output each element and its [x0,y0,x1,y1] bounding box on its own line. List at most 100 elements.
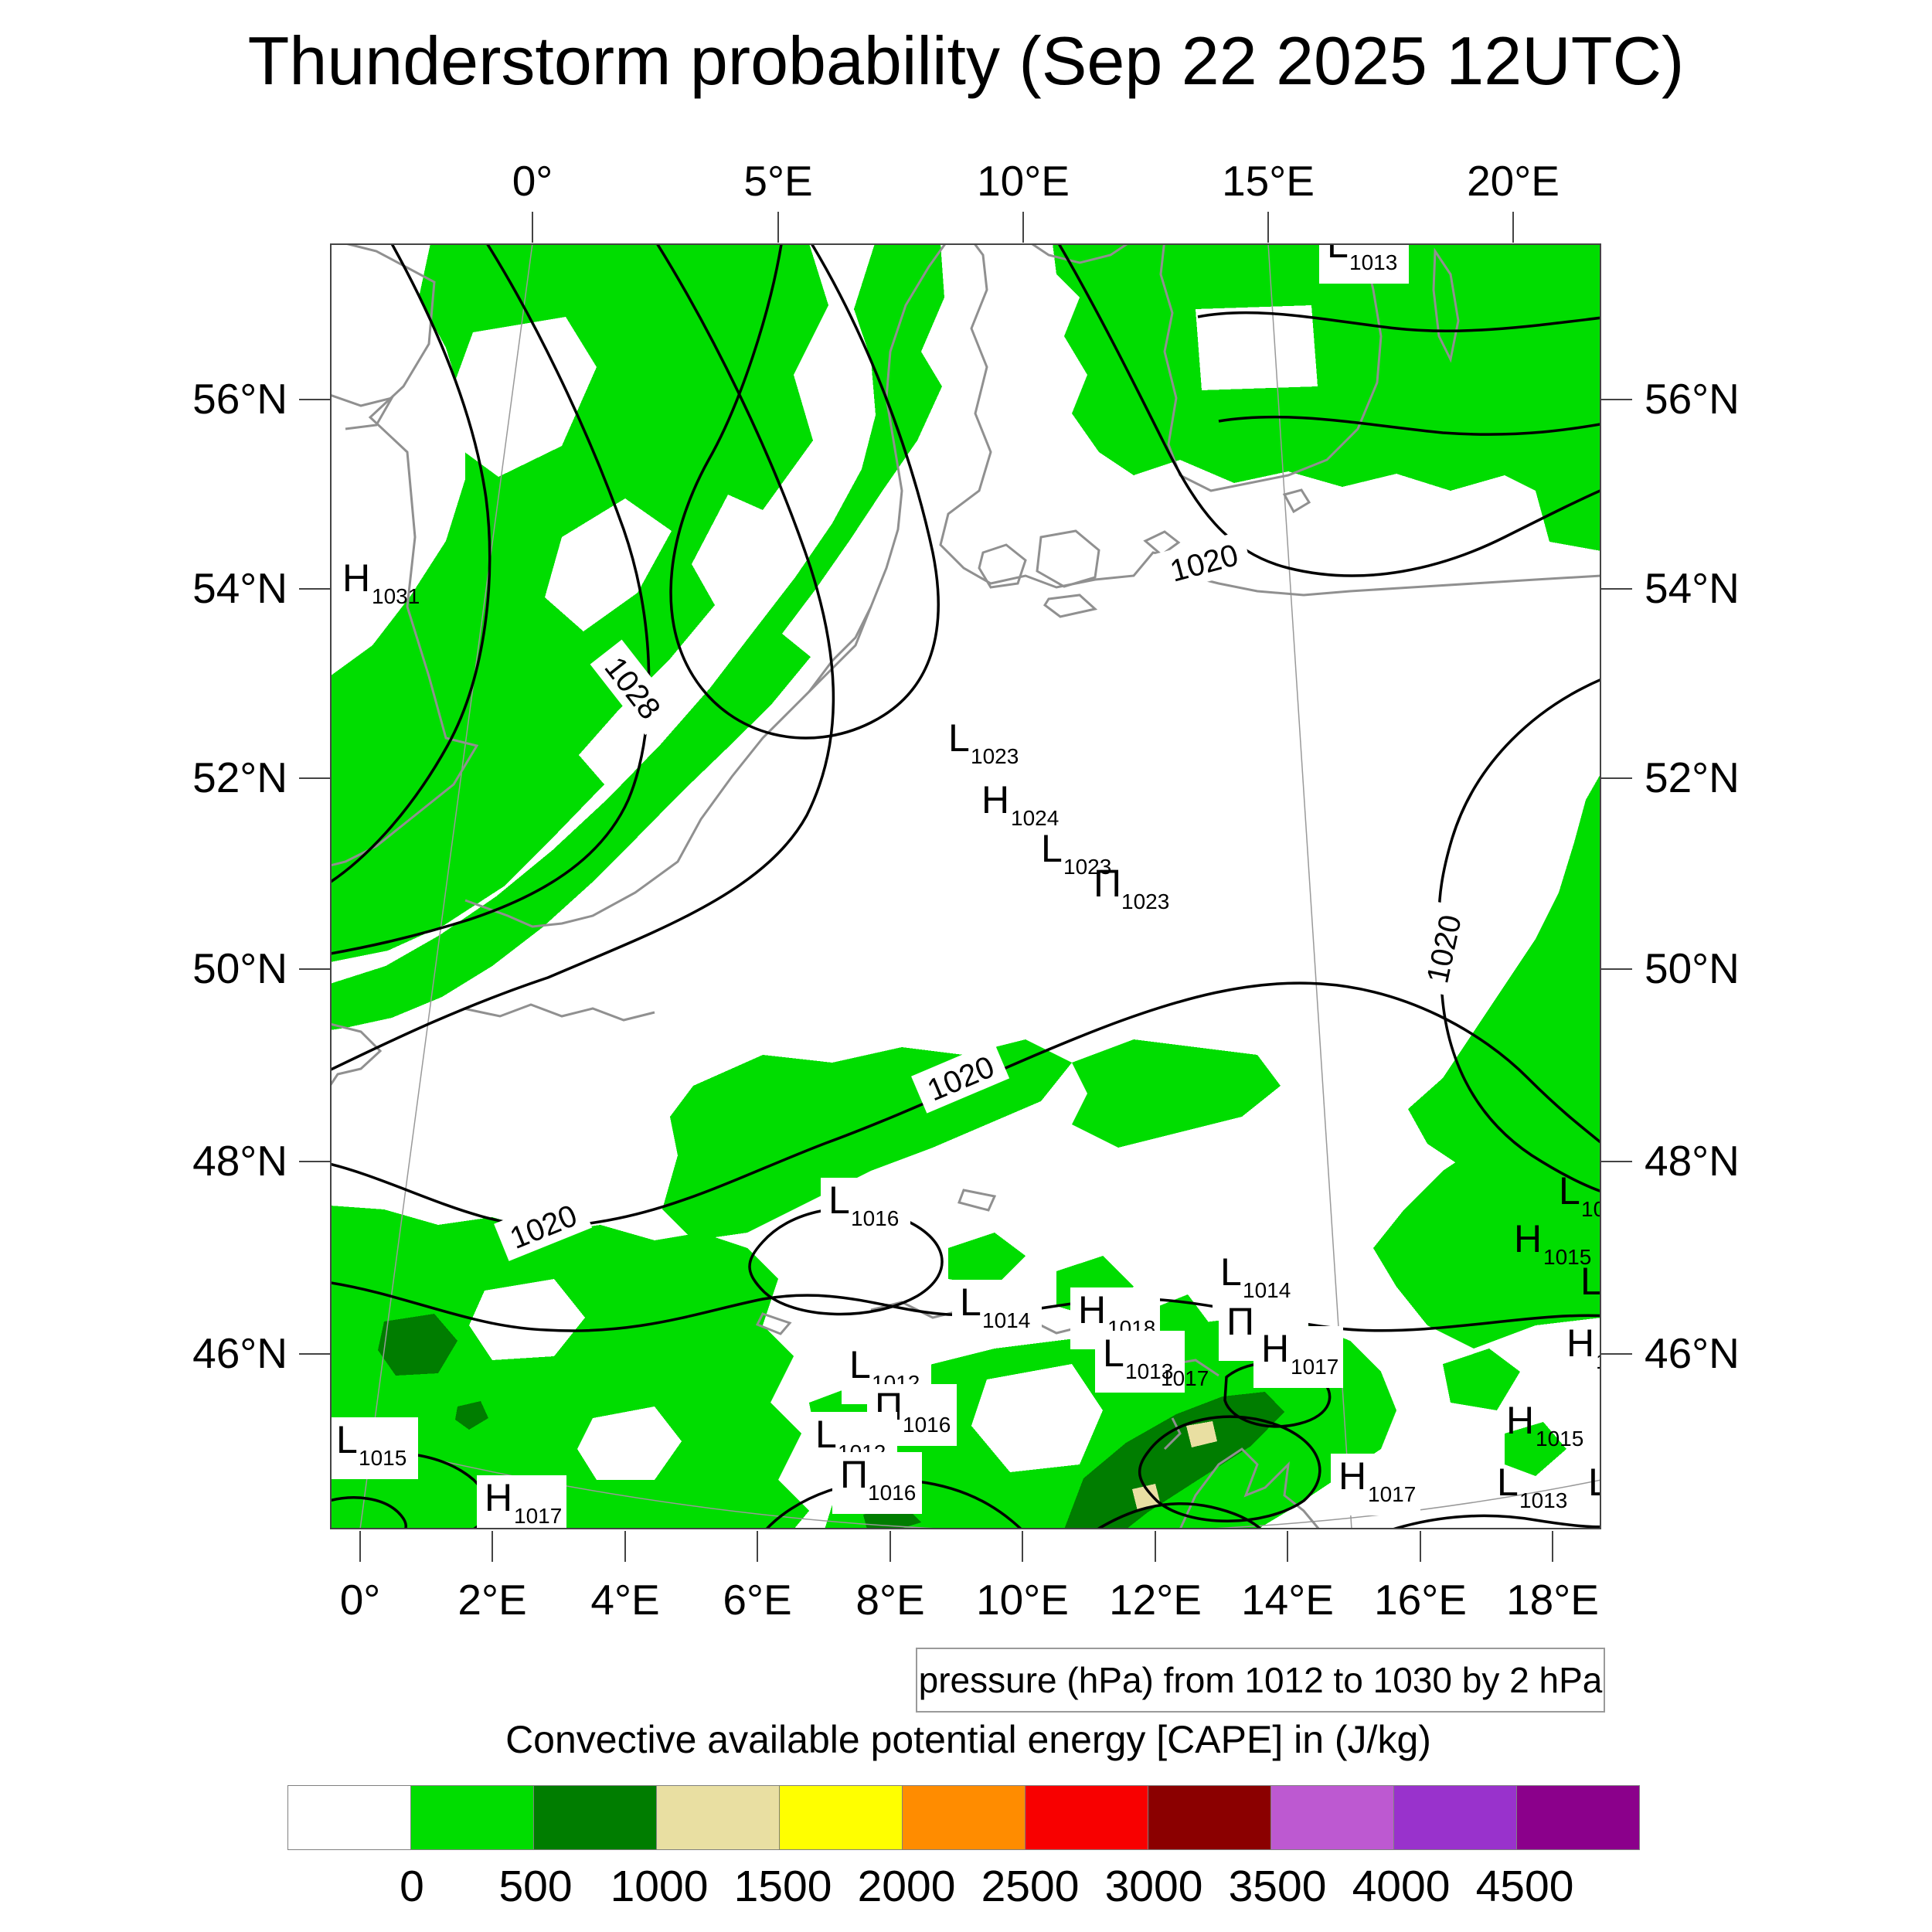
svg-text:1031: 1031 [372,584,420,608]
left-axis-label: 52°N [192,753,287,801]
right-axis-label: 50°N [1645,944,1740,992]
bottom-axis-tick [1420,1531,1421,1562]
svg-text:H: H [1514,1217,1542,1260]
svg-text:1013: 1013 [1581,1197,1601,1221]
top-axis-label: 10°E [977,157,1070,205]
svg-text:1015: 1015 [359,1446,406,1470]
pressure-center: 1017 [1161,1366,1209,1390]
colorbar-tick-label: 0 [400,1862,424,1911]
bottom-axis-label: 10°E [976,1576,1069,1624]
colorbar-tick-label: 2000 [857,1862,956,1911]
svg-text:1023: 1023 [971,744,1019,768]
bottom-axis-label: 4°E [590,1576,660,1624]
pressure-center: L 1023 [1041,827,1111,879]
page-title: Thunderstorm probability (Sep 22 2025 12… [247,22,1685,99]
pressure-center: H 1024 [981,778,1059,830]
right-axis-tick [1601,588,1632,590]
left-axis-label: 46°N [192,1329,287,1377]
svg-text:1024: 1024 [1011,806,1059,830]
svg-text:1023: 1023 [1121,889,1169,913]
svg-text:Π: Π [1226,1300,1254,1343]
pressure-legend: pressure (hPa) from 1012 to 1030 by 2 hP… [916,1648,1605,1713]
svg-text:H: H [981,778,1009,821]
colorbar-tick-label: 3000 [1104,1862,1203,1911]
svg-text:1013: 1013 [1125,1359,1173,1383]
colorbar-cell [1516,1785,1640,1850]
bottom-axis-tick [359,1531,361,1562]
svg-text:1015: 1015 [1596,1349,1601,1373]
left-axis-tick [299,1161,330,1162]
colorbar-tick-label: 1000 [610,1862,709,1911]
svg-text:1015: 1015 [1543,1245,1591,1269]
svg-text:H: H [1261,1327,1289,1370]
svg-text:L: L [1327,243,1349,266]
svg-text:L: L [1220,1250,1242,1294]
svg-text:L: L [828,1179,850,1222]
pressure-center: L 1023 [948,716,1019,768]
colorbar-tick-label: 1500 [733,1862,832,1911]
svg-text:L: L [1497,1461,1519,1504]
right-axis-label: 52°N [1645,753,1740,801]
pressure-center: H 1031 [342,556,420,608]
contour-inline-label: 1020 [1155,530,1253,594]
cape-fill-mid [378,1314,1284,1529]
pressure-center: L 1016 [821,1178,910,1240]
bottom-axis-label: 8°E [855,1576,925,1624]
svg-text:L: L [336,1418,358,1461]
svg-text:1017: 1017 [1368,1482,1416,1506]
svg-text:L: L [948,716,970,760]
bottom-axis-label: 0° [339,1576,381,1624]
svg-text:L: L [1103,1332,1124,1375]
top-axis-tick [777,212,779,243]
bottom-axis-label: 2°E [457,1576,527,1624]
cape-colorbar [287,1785,1640,1850]
left-axis-label: 56°N [192,375,287,423]
svg-text:H: H [1338,1454,1366,1498]
bottom-axis-tick [1552,1531,1553,1562]
colorbar-cell [656,1785,780,1850]
svg-text:1015: 1015 [1536,1427,1583,1451]
colorbar-cell [1148,1785,1271,1850]
bottom-axis-tick [889,1531,891,1562]
colorbar-cell [1270,1785,1394,1850]
right-axis-tick [1601,968,1632,970]
top-axis-label: 15°E [1222,157,1315,205]
svg-text:1020: 1020 [1420,912,1468,986]
bottom-axis-tick [1155,1531,1156,1562]
svg-text:L: L [1580,1260,1601,1303]
colorbar-tick-label: 4500 [1475,1862,1574,1911]
right-axis-label: 54°N [1645,564,1740,612]
colorbar-cell [1025,1785,1148,1850]
left-axis-tick [299,399,330,400]
bottom-axis-tick [624,1531,626,1562]
svg-text:L: L [1559,1169,1580,1213]
top-axis-tick [532,212,533,243]
pressure-center: H 1017 [1253,1326,1343,1388]
svg-text:H: H [1506,1399,1534,1442]
left-axis-tick [299,968,330,970]
top-axis-label: 20°E [1467,157,1560,205]
svg-text:Π: Π [840,1453,868,1496]
colorbar-cell [779,1785,903,1850]
left-axis-label: 54°N [192,564,287,612]
top-axis-label: 0° [512,157,553,205]
svg-text:L: L [1588,1461,1601,1504]
svg-text:Π: Π [1094,862,1121,905]
bottom-axis-tick [757,1531,758,1562]
colorbar-cell [1393,1785,1517,1850]
top-axis-tick [1022,212,1024,243]
pressure-center: L 1015 [330,1417,418,1479]
left-axis-label: 48°N [192,1137,287,1185]
bottom-axis-label: 18°E [1506,1576,1599,1624]
bottom-axis-label: 6°E [723,1576,792,1624]
bottom-axis-label: 14°E [1241,1576,1334,1624]
colorbar-cell [287,1785,411,1850]
